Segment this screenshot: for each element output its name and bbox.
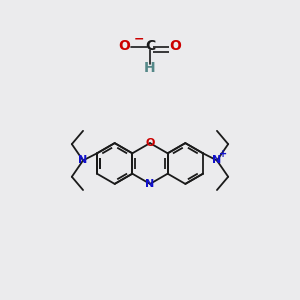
Text: H: H: [144, 61, 156, 74]
Text: O: O: [169, 40, 181, 53]
Text: N: N: [146, 179, 154, 189]
Text: −: −: [134, 32, 144, 46]
Text: O: O: [118, 40, 130, 53]
Text: N: N: [212, 155, 222, 165]
Text: +: +: [220, 149, 228, 159]
Text: O: O: [145, 138, 155, 148]
Text: C: C: [145, 40, 155, 53]
Text: N: N: [78, 155, 88, 165]
